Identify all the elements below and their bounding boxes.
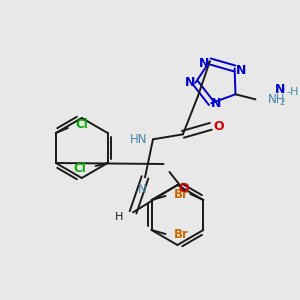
Text: Cl: Cl <box>74 161 86 175</box>
Text: H: H <box>115 212 123 222</box>
Text: O: O <box>214 120 224 133</box>
Text: N: N <box>236 64 246 77</box>
Text: O: O <box>178 182 189 194</box>
Text: Br: Br <box>174 229 189 242</box>
Text: Br: Br <box>174 188 189 202</box>
Text: 2: 2 <box>279 98 285 107</box>
Text: HN: HN <box>130 133 148 146</box>
Text: NH: NH <box>267 93 285 106</box>
Text: N: N <box>275 83 286 96</box>
Text: N: N <box>138 183 146 196</box>
Text: N: N <box>185 76 196 89</box>
Text: N: N <box>211 97 221 110</box>
Text: N: N <box>199 57 209 70</box>
Text: -H: -H <box>286 87 298 97</box>
Text: Cl: Cl <box>75 118 88 131</box>
